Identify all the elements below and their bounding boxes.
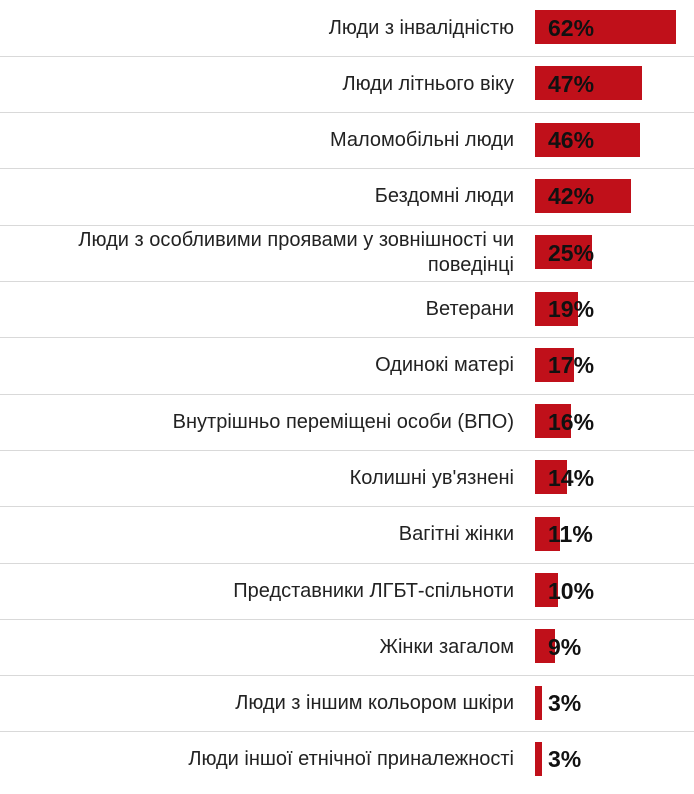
value-label: 42% — [548, 183, 595, 210]
bar — [535, 122, 640, 157]
bar-row: Люди з інвалідністю 62% — [0, 0, 694, 56]
bar-row: Представники ЛГБТ-спільноти 10% — [0, 563, 694, 619]
bar — [535, 741, 542, 776]
bar-row: Бездомні люди 42% — [0, 169, 694, 225]
bar — [535, 516, 561, 551]
bar-row: Маломобільні люди 46% — [0, 113, 694, 169]
bar — [535, 573, 558, 607]
bar-row: Внутрішньо переміщені особи (ВПО) 16% — [0, 394, 694, 450]
bar-row: Люди з іншим кольором шкіри 3% — [0, 676, 694, 732]
category-label: Люди іншої етнічної приналежності — [188, 748, 514, 771]
category-label: Колишні ув'язнені — [349, 466, 514, 489]
row-separator — [0, 618, 694, 620]
category-label: Люди літнього віку — [342, 72, 514, 95]
value-label: 19% — [548, 296, 595, 322]
row-separator — [0, 55, 694, 57]
bar — [535, 66, 642, 101]
category-label: Одинокі матері — [375, 354, 514, 377]
bar — [535, 629, 556, 664]
value-label: 25% — [548, 239, 595, 266]
row-separator — [0, 393, 694, 395]
row-separator — [0, 281, 694, 282]
row-separator — [0, 562, 694, 564]
value-label: 47% — [548, 70, 595, 97]
row-separator — [0, 168, 694, 170]
row-separator — [0, 449, 694, 451]
category-label: Жінки загалом — [379, 635, 514, 658]
bar — [535, 685, 542, 720]
category-label: Люди з особливими проявами у зовнішності… — [78, 229, 514, 277]
category-label: Люди з інвалідністю — [328, 16, 514, 39]
category-label: Бездомні люди — [374, 185, 514, 208]
value-label: 16% — [548, 408, 595, 435]
value-label: 3% — [548, 690, 582, 717]
value-label: 17% — [548, 352, 595, 379]
bar-row: Одинокі матері 17% — [0, 338, 694, 394]
row-separator — [0, 112, 694, 114]
bar — [535, 10, 676, 44]
row-separator — [0, 731, 694, 733]
bar — [535, 347, 574, 382]
row-separator — [0, 506, 694, 508]
category-label: Внутрішньо переміщені особи (ВПО) — [172, 410, 514, 433]
value-label: 10% — [548, 577, 595, 604]
category-label: Вагітні жінки — [398, 523, 514, 546]
bar — [535, 404, 572, 439]
row-separator — [0, 675, 694, 677]
bar — [535, 291, 579, 326]
category-label: Ветерани — [425, 298, 514, 320]
value-label: 14% — [548, 464, 595, 491]
bar-row: Жінки загалом 9% — [0, 619, 694, 675]
bar — [535, 235, 592, 270]
bar-row: Ветерани 19% — [0, 282, 694, 338]
bar-row: Люди іншої етнічної приналежності 3% — [0, 732, 694, 788]
category-label: Представники ЛГБТ-спільноти — [233, 579, 514, 602]
value-label: 46% — [548, 127, 595, 154]
value-label: 62% — [548, 14, 595, 41]
category-label: Маломобільні люди — [329, 129, 514, 152]
bar-row: Вагітні жінки 11% — [0, 507, 694, 563]
bar-row: Люди з особливими проявами у зовнішності… — [0, 225, 694, 281]
row-separator — [0, 337, 694, 339]
bar-row: Колишні ув'язнені 14% — [0, 450, 694, 506]
category-label: Люди з іншим кольором шкіри — [235, 692, 514, 715]
bar — [535, 178, 631, 213]
value-label: 11% — [548, 521, 593, 548]
bar-row: Люди літнього віку 47% — [0, 56, 694, 112]
bar — [535, 460, 567, 495]
value-label: 3% — [548, 746, 582, 773]
row-separator — [0, 224, 694, 226]
value-label: 9% — [548, 633, 582, 660]
